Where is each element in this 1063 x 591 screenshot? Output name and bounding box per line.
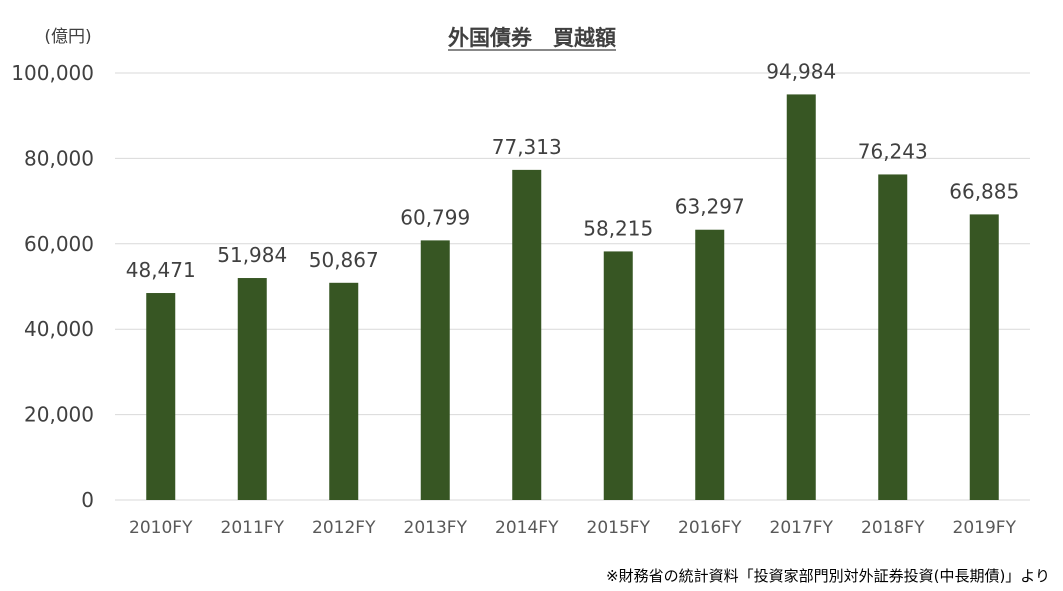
data-label: 66,885 bbox=[949, 179, 1019, 203]
y-tick-label: 100,000 bbox=[11, 61, 94, 85]
bar bbox=[878, 174, 908, 500]
data-label: 94,984 bbox=[766, 59, 836, 83]
x-tick-label: 2010FY bbox=[129, 518, 193, 538]
bar bbox=[969, 214, 999, 500]
bar bbox=[512, 169, 542, 501]
bar bbox=[695, 229, 725, 501]
bars bbox=[146, 94, 999, 501]
bar bbox=[603, 251, 633, 500]
x-tick-label: 2015FY bbox=[587, 518, 651, 538]
data-label: 77,313 bbox=[492, 135, 562, 159]
x-tick-label: 2012FY bbox=[312, 518, 376, 538]
x-tick-label: 2014FY bbox=[495, 518, 559, 538]
y-axis-ticks: 0 20,000 40,000 60,000 80,000 100,000 bbox=[11, 61, 94, 512]
y-tick-label: 0 bbox=[81, 488, 94, 512]
data-labels: 48,471 51,984 50,867 60,799 77,313 58,215 63,2… bbox=[126, 59, 1019, 282]
gridlines bbox=[115, 72, 1030, 501]
data-label: 63,297 bbox=[675, 195, 745, 219]
y-tick-label: 20,000 bbox=[24, 403, 94, 427]
data-label: 58,215 bbox=[583, 216, 653, 240]
x-tick-label: 2018FY bbox=[861, 518, 925, 538]
data-label: 76,243 bbox=[858, 139, 928, 163]
y-unit-label: (億円) bbox=[44, 27, 91, 47]
x-tick-label: 2017FY bbox=[770, 518, 834, 538]
x-tick-label: 2013FY bbox=[404, 518, 468, 538]
x-tick-label: 2019FY bbox=[953, 518, 1017, 538]
source-note: ※財務省の統計資料「投資家部門別対外証券投資(中長期債)」より bbox=[606, 567, 1050, 585]
bar bbox=[786, 94, 816, 500]
data-label: 51,984 bbox=[217, 243, 287, 267]
data-label: 48,471 bbox=[126, 258, 196, 282]
x-tick-label: 2011FY bbox=[221, 518, 285, 538]
bar bbox=[237, 278, 267, 500]
x-tick-label: 2016FY bbox=[678, 518, 742, 538]
data-label: 50,867 bbox=[309, 248, 379, 272]
bar bbox=[329, 282, 359, 500]
bar bbox=[420, 240, 450, 500]
y-tick-label: 40,000 bbox=[24, 317, 94, 341]
y-tick-label: 80,000 bbox=[24, 146, 94, 170]
y-tick-label: 60,000 bbox=[24, 232, 94, 256]
bar bbox=[146, 293, 176, 500]
data-label: 60,799 bbox=[400, 205, 470, 229]
chart-title: 外国債券 買越額 bbox=[448, 26, 616, 50]
x-axis-ticks: 2010FY 2011FY 2012FY 2013FY 2014FY 2015FY 2016… bbox=[129, 518, 1017, 538]
